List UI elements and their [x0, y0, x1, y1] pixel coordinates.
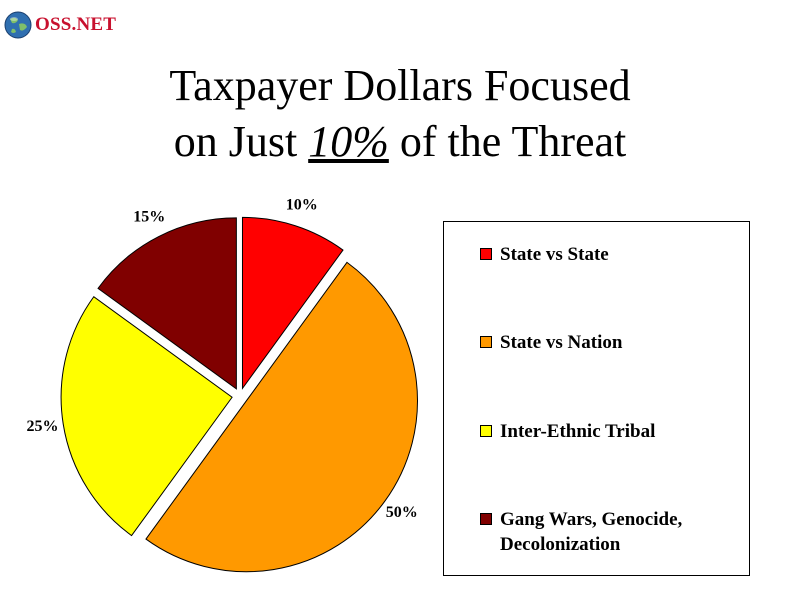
title-emphasis: 10% — [308, 117, 389, 166]
legend-item-inter-ethnic-tribal: Inter-Ethnic Tribal — [480, 419, 740, 444]
pie-slice-state-vs-state — [241, 216, 344, 390]
slice-label-inter-ethnic-tribal: 25% — [26, 418, 58, 435]
pie-chart: 10% 50% 25% 15% — [26, 196, 418, 573]
legend-item-gang-wars-genocide-decolonization: Gang Wars, Genocide, Decolonization — [480, 507, 740, 557]
legend-swatch — [480, 336, 492, 348]
legend-label: State vs Nation — [500, 332, 623, 353]
title-line-2-before: on Just — [173, 117, 309, 166]
legend-label: Inter-Ethnic Tribal — [500, 421, 656, 442]
legend-swatch — [480, 513, 492, 525]
logo-text: OSS.NET — [35, 14, 117, 35]
globe-icon — [4, 11, 32, 39]
title-line-2: on Just 10% of the Threat — [0, 114, 800, 170]
legend-item-state-vs-nation: State vs Nation — [480, 330, 740, 355]
pie-slice-state-vs-nation — [145, 261, 418, 573]
legend-label: Gang Wars, Genocide, Decolonization — [500, 509, 683, 555]
pie-slice-gang-wars-genocide-decolonization — [97, 217, 237, 390]
slide-title: Taxpayer Dollars Focused on Just 10% of … — [0, 58, 800, 170]
legend-swatch — [480, 425, 492, 437]
slice-label-gang-wars-genocide-decolonization: 15% — [133, 208, 165, 225]
title-line-1: Taxpayer Dollars Focused — [169, 61, 631, 110]
title-line-2-after: of the Threat — [388, 117, 627, 166]
slice-label-state-vs-state: 10% — [286, 196, 318, 213]
pie-slice-inter-ethnic-tribal — [60, 296, 233, 537]
legend-item-state-vs-state: State vs State — [480, 242, 740, 267]
legend-label: State vs State — [500, 244, 609, 265]
chart-legend: State vs State State vs Nation Inter-Ethni… — [443, 221, 750, 576]
logo: OSS.NET — [3, 8, 116, 42]
slice-label-state-vs-nation: 50% — [386, 504, 418, 521]
legend-swatch — [480, 248, 492, 260]
